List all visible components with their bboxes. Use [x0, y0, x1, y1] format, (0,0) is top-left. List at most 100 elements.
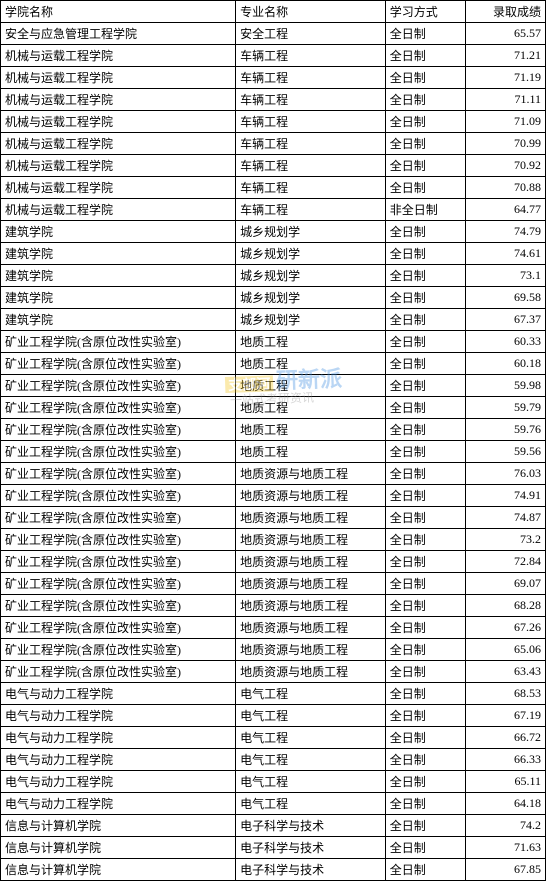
table-cell: 城乡规划学	[236, 287, 386, 309]
table-cell: 全日制	[385, 573, 465, 595]
table-cell: 车辆工程	[236, 111, 386, 133]
table-row: 矿业工程学院(含原位改性实验室)地质资源与地质工程全日制74.87	[1, 507, 546, 529]
table-cell: 地质资源与地质工程	[236, 617, 386, 639]
table-cell: 全日制	[385, 133, 465, 155]
table-cell: 全日制	[385, 485, 465, 507]
table-cell: 69.58	[465, 287, 545, 309]
table-header-row: 学院名称 专业名称 学习方式 录取成绩	[1, 1, 546, 23]
table-row: 矿业工程学院(含原位改性实验室)地质工程全日制59.79	[1, 397, 546, 419]
table-cell: 电气与动力工程学院	[1, 683, 236, 705]
table-row: 机械与运载工程学院车辆工程全日制70.99	[1, 133, 546, 155]
table-cell: 73.1	[465, 265, 545, 287]
table-row: 机械与运载工程学院车辆工程非全日制64.77	[1, 199, 546, 221]
table-row: 建筑学院城乡规划学全日制74.79	[1, 221, 546, 243]
table-row: 机械与运载工程学院车辆工程全日制70.92	[1, 155, 546, 177]
table-cell: 机械与运载工程学院	[1, 111, 236, 133]
table-cell: 全日制	[385, 287, 465, 309]
table-cell: 全日制	[385, 265, 465, 287]
table-cell: 机械与运载工程学院	[1, 89, 236, 111]
table-cell: 65.06	[465, 639, 545, 661]
table-cell: 建筑学院	[1, 309, 236, 331]
table-row: 机械与运载工程学院车辆工程全日制71.11	[1, 89, 546, 111]
table-cell: 电气工程	[236, 727, 386, 749]
table-cell: 74.79	[465, 221, 545, 243]
table-cell: 电气与动力工程学院	[1, 793, 236, 815]
table-cell: 地质工程	[236, 331, 386, 353]
table-row: 矿业工程学院(含原位改性实验室)地质资源与地质工程全日制73.2	[1, 529, 546, 551]
table-row: 矿业工程学院(含原位改性实验室)地质资源与地质工程全日制65.06	[1, 639, 546, 661]
table-cell: 67.26	[465, 617, 545, 639]
table-cell: 矿业工程学院(含原位改性实验室)	[1, 595, 236, 617]
table-cell: 电气工程	[236, 705, 386, 727]
table-cell: 67.37	[465, 309, 545, 331]
table-cell: 电气工程	[236, 683, 386, 705]
table-cell: 全日制	[385, 551, 465, 573]
table-cell: 矿业工程学院(含原位改性实验室)	[1, 639, 236, 661]
table-row: 机械与运载工程学院车辆工程全日制71.21	[1, 45, 546, 67]
table-cell: 全日制	[385, 705, 465, 727]
table-row: 矿业工程学院(含原位改性实验室)地质工程全日制59.76	[1, 419, 546, 441]
table-row: 建筑学院城乡规划学全日制67.37	[1, 309, 546, 331]
table-cell: 63.43	[465, 661, 545, 683]
table-cell: 矿业工程学院(含原位改性实验室)	[1, 485, 236, 507]
table-cell: 全日制	[385, 441, 465, 463]
table-cell: 65.57	[465, 23, 545, 45]
table-cell: 全日制	[385, 749, 465, 771]
table-row: 矿业工程学院(含原位改性实验室)地质资源与地质工程全日制76.03	[1, 463, 546, 485]
table-cell: 城乡规划学	[236, 309, 386, 331]
table-cell: 68.28	[465, 595, 545, 617]
table-cell: 66.33	[465, 749, 545, 771]
table-cell: 70.99	[465, 133, 545, 155]
table-cell: 地质资源与地质工程	[236, 551, 386, 573]
table-cell: 全日制	[385, 45, 465, 67]
table-cell: 74.2	[465, 815, 545, 837]
table-cell: 建筑学院	[1, 221, 236, 243]
table-cell: 全日制	[385, 331, 465, 353]
table-cell: 机械与运载工程学院	[1, 45, 236, 67]
table-row: 矿业工程学院(含原位改性实验室)地质资源与地质工程全日制69.07	[1, 573, 546, 595]
table-cell: 全日制	[385, 89, 465, 111]
table-cell: 机械与运载工程学院	[1, 177, 236, 199]
table-row: 安全与应急管理工程学院安全工程全日制65.57	[1, 23, 546, 45]
table-cell: 64.77	[465, 199, 545, 221]
table-body: 安全与应急管理工程学院安全工程全日制65.57机械与运载工程学院车辆工程全日制7…	[1, 23, 546, 881]
table-cell: 地质工程	[236, 353, 386, 375]
table-cell: 矿业工程学院(含原位改性实验室)	[1, 375, 236, 397]
table-cell: 71.09	[465, 111, 545, 133]
table-cell: 车辆工程	[236, 177, 386, 199]
table-row: 矿业工程学院(含原位改性实验室)地质工程全日制59.56	[1, 441, 546, 463]
table-cell: 地质工程	[236, 397, 386, 419]
table-cell: 70.88	[465, 177, 545, 199]
table-cell: 矿业工程学院(含原位改性实验室)	[1, 507, 236, 529]
table-cell: 59.76	[465, 419, 545, 441]
table-cell: 矿业工程学院(含原位改性实验室)	[1, 463, 236, 485]
table-cell: 建筑学院	[1, 287, 236, 309]
table-cell: 全日制	[385, 221, 465, 243]
table-row: 建筑学院城乡规划学全日制74.61	[1, 243, 546, 265]
table-cell: 74.61	[465, 243, 545, 265]
table-cell: 安全与应急管理工程学院	[1, 23, 236, 45]
col-header-major: 专业名称	[236, 1, 386, 23]
table-cell: 矿业工程学院(含原位改性实验室)	[1, 573, 236, 595]
table-cell: 70.92	[465, 155, 545, 177]
table-cell: 地质资源与地质工程	[236, 485, 386, 507]
table-cell: 全日制	[385, 353, 465, 375]
table-cell: 机械与运载工程学院	[1, 133, 236, 155]
table-cell: 全日制	[385, 859, 465, 881]
table-row: 矿业工程学院(含原位改性实验室)地质资源与地质工程全日制74.91	[1, 485, 546, 507]
admission-table: 学院名称 专业名称 学习方式 录取成绩 安全与应急管理工程学院安全工程全日制65…	[0, 0, 546, 881]
table-cell: 全日制	[385, 419, 465, 441]
table-cell: 76.03	[465, 463, 545, 485]
table-cell: 全日制	[385, 639, 465, 661]
table-cell: 城乡规划学	[236, 221, 386, 243]
table-cell: 地质资源与地质工程	[236, 661, 386, 683]
table-cell: 全日制	[385, 155, 465, 177]
table-row: 建筑学院城乡规划学全日制73.1	[1, 265, 546, 287]
table-row: 矿业工程学院(含原位改性实验室)地质工程全日制60.33	[1, 331, 546, 353]
table-cell: 全日制	[385, 793, 465, 815]
table-row: 建筑学院城乡规划学全日制69.58	[1, 287, 546, 309]
table-row: 信息与计算机学院电子科学与技术全日制67.85	[1, 859, 546, 881]
table-row: 机械与运载工程学院车辆工程全日制71.19	[1, 67, 546, 89]
table-cell: 电气工程	[236, 749, 386, 771]
table-cell: 地质工程	[236, 375, 386, 397]
